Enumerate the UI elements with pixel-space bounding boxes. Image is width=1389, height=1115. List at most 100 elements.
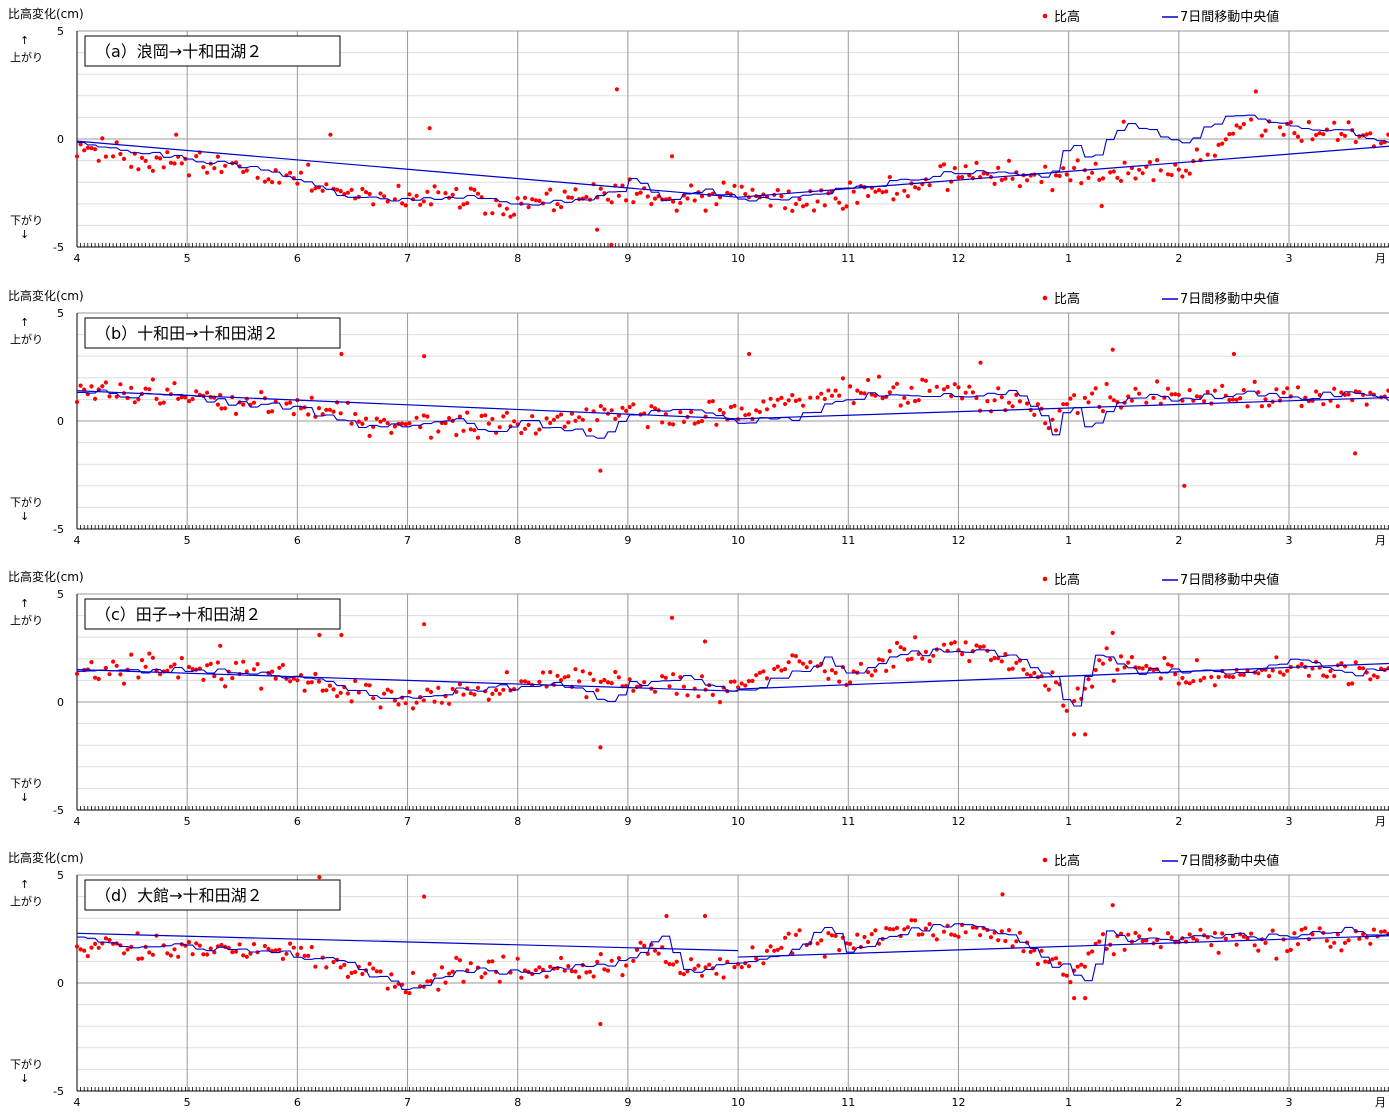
data-point	[490, 211, 495, 216]
data-point	[642, 680, 647, 685]
data-point	[407, 421, 412, 426]
data-point	[992, 398, 997, 403]
data-point	[1039, 179, 1044, 185]
data-point	[219, 169, 224, 175]
data-point	[1082, 395, 1087, 400]
data-point	[410, 706, 416, 711]
data-point	[732, 679, 737, 684]
data-point	[1339, 131, 1344, 137]
legend: 比高 7日間移動中央値	[1042, 291, 1279, 307]
data-point	[1209, 674, 1214, 680]
data-point	[522, 426, 528, 431]
data-point	[945, 187, 950, 193]
data-point	[1133, 930, 1138, 936]
data-point	[996, 938, 1001, 943]
data-point	[978, 933, 983, 938]
data-point	[1169, 172, 1174, 178]
data-point	[1169, 935, 1174, 940]
data-point	[1342, 133, 1348, 138]
data-point	[649, 404, 654, 409]
data-point	[443, 421, 448, 426]
data-point	[504, 410, 509, 415]
data-point	[598, 404, 603, 409]
data-point	[674, 959, 679, 964]
data-point	[230, 950, 235, 955]
data-point	[1306, 120, 1311, 125]
data-point	[1299, 927, 1304, 932]
x-tick-label: 9	[624, 534, 631, 547]
data-point	[136, 167, 141, 172]
data-point	[822, 396, 827, 402]
data-point	[324, 407, 329, 412]
data-point	[150, 952, 155, 957]
data-point	[1194, 938, 1199, 943]
down-label: 下がり	[10, 213, 43, 227]
data-point	[1169, 392, 1174, 397]
data-point	[746, 964, 752, 969]
data-point	[851, 401, 856, 406]
data-point	[280, 956, 285, 962]
data-point	[786, 189, 791, 194]
down-label: 下がり	[10, 495, 43, 509]
x-axis-label: 月	[1375, 815, 1386, 828]
data-point	[1137, 665, 1142, 670]
down-label: 下がり	[10, 1057, 43, 1071]
data-point	[1108, 170, 1113, 175]
y-tick-label: -5	[53, 804, 64, 817]
x-tick-label: 4	[74, 534, 81, 547]
data-point	[681, 972, 687, 977]
data-point	[1306, 673, 1311, 678]
data-point	[902, 647, 907, 652]
data-point	[161, 165, 166, 170]
data-point	[898, 645, 903, 650]
data-point	[457, 205, 462, 210]
data-point	[902, 927, 907, 932]
data-point	[1230, 397, 1236, 402]
data-point	[1191, 679, 1196, 684]
median-line	[77, 389, 1389, 439]
data-point	[952, 166, 957, 171]
data-point	[826, 191, 831, 196]
panel-title-box	[84, 317, 341, 349]
data-point	[1014, 392, 1019, 397]
trend-line	[738, 935, 1389, 958]
x-tick-label: 6	[294, 534, 301, 547]
data-point	[400, 201, 405, 206]
data-point	[1324, 674, 1329, 679]
data-point	[511, 212, 517, 217]
data-point	[385, 199, 390, 204]
data-point	[1335, 404, 1340, 409]
data-point	[1183, 939, 1189, 944]
data-point	[956, 175, 961, 180]
data-point	[913, 918, 918, 923]
data-point	[927, 388, 932, 393]
x-tick-label: 10	[731, 534, 745, 547]
data-point	[750, 945, 755, 950]
data-point	[392, 984, 397, 989]
legend: 比高 7日間移動中央値	[1042, 572, 1279, 588]
data-point	[1187, 388, 1192, 393]
data-point	[273, 676, 278, 681]
data-point	[1361, 666, 1366, 671]
data-point	[1328, 668, 1333, 674]
data-point	[1075, 686, 1080, 691]
data-point	[696, 420, 701, 425]
data-point	[1140, 171, 1145, 176]
data-point	[1187, 932, 1192, 937]
data-point	[504, 206, 509, 211]
data-point	[692, 966, 697, 971]
data-point	[634, 947, 640, 953]
data-point	[978, 645, 983, 650]
data-point	[447, 701, 452, 706]
data-point	[277, 665, 282, 670]
data-point	[894, 191, 900, 196]
data-point	[786, 660, 791, 665]
data-point	[100, 384, 105, 389]
data-point	[714, 422, 719, 427]
data-point	[168, 160, 173, 165]
data-point	[461, 979, 466, 984]
data-point	[472, 187, 477, 192]
x-tick-label: 7	[404, 815, 411, 828]
data-point	[1093, 161, 1098, 166]
data-point	[309, 188, 314, 193]
